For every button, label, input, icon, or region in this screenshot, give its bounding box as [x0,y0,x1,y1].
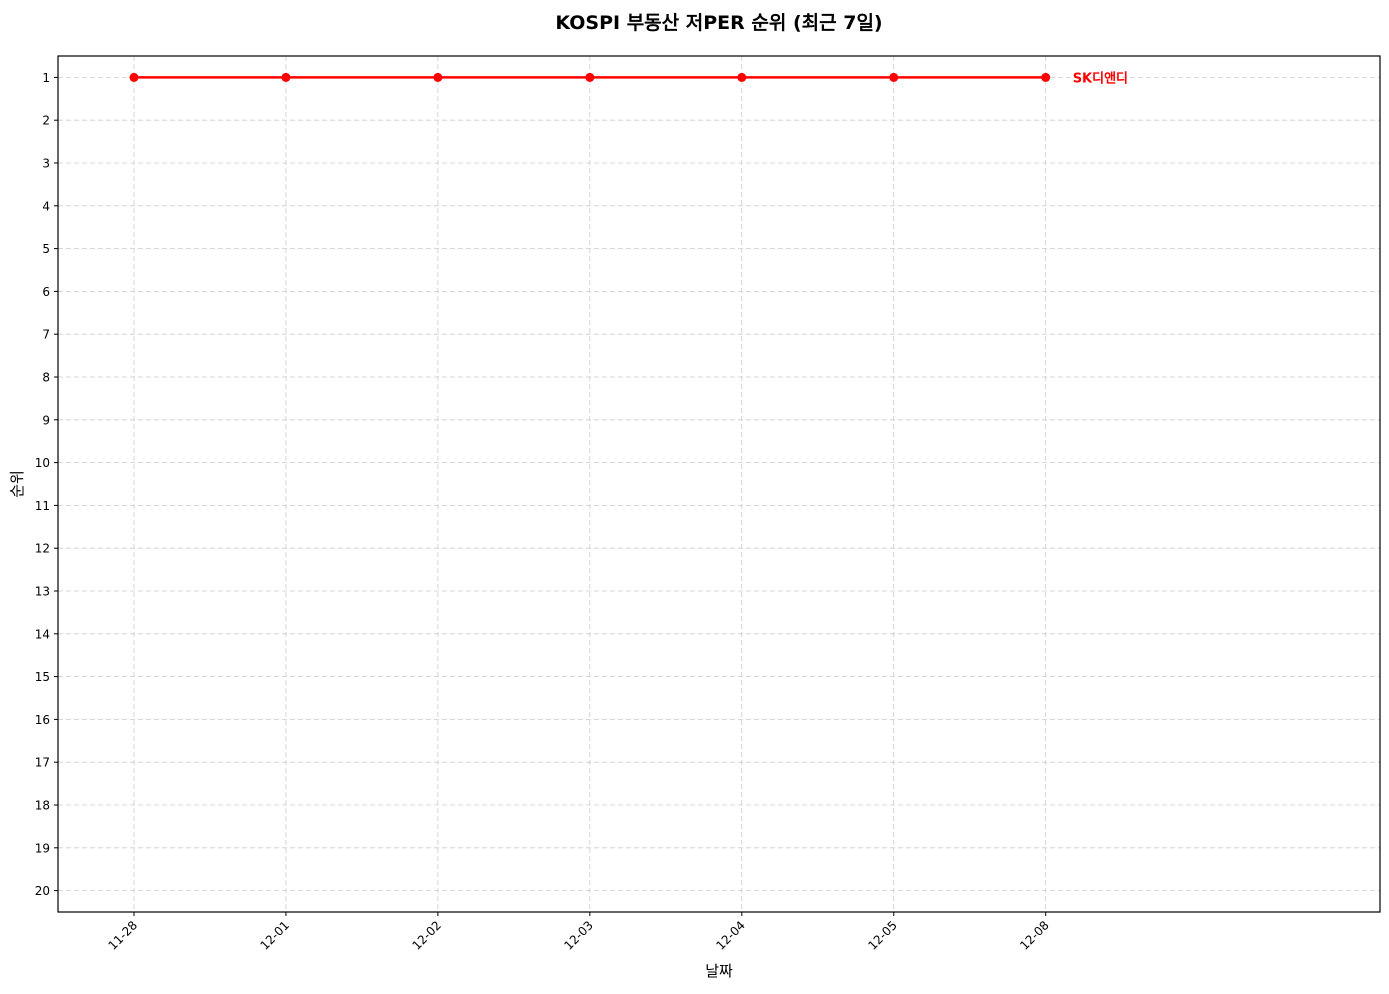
x-tick-label: 12-04 [713,918,748,953]
data-point [737,72,747,82]
y-tick-label: 5 [42,242,50,256]
plot-frame [57,55,1381,913]
grid [58,56,1380,912]
data-point [585,72,595,82]
x-tick-label: 12-03 [561,918,596,953]
data-point [129,72,139,82]
y-tick-label: 9 [42,413,50,427]
chart-title: KOSPI 부동산 저PER 순위 (최근 7일) [555,12,882,34]
data-point [889,72,899,82]
y-tick-label: 6 [42,285,50,299]
y-tick-label: 16 [35,713,50,727]
x-tick-label: 12-01 [257,918,292,953]
y-tick-label: 12 [35,542,50,556]
y-tick-label: 2 [42,114,50,128]
y-tick-label: 4 [42,199,50,213]
x-tick-label: 12-02 [409,918,444,953]
y-tick-label: 18 [35,799,50,813]
y-axis-label: 순위 [8,470,26,498]
y-tick-label: 3 [42,157,50,171]
x-tick-label: 11-28 [106,918,141,953]
series-end-label: SK디앤디 [1073,70,1128,86]
y-tick-label: 11 [35,499,50,513]
y-tick-label: 15 [35,670,50,684]
y-tick-label: 8 [42,371,50,385]
y-tick-label: 1 [42,71,50,85]
x-axis: 11-28 12-01 12-02 12-03 12-04 12-05 12-08 [106,912,1052,953]
y-tick-label: 7 [42,328,50,342]
x-tick-label: 12-05 [865,918,900,953]
data-point [281,72,291,82]
y-tick-label: 14 [35,627,50,641]
y-tick-label: 13 [35,585,50,599]
data-point [1041,72,1051,82]
y-tick-label: 19 [35,841,50,855]
series-group: SK디앤디 [129,70,1128,86]
y-tick-label: 10 [35,456,50,470]
data-point [433,72,443,82]
y-tick-label: 17 [35,756,50,770]
x-axis-label: 날짜 [705,962,733,980]
y-tick-label: 20 [35,884,50,898]
x-tick-label: 12-08 [1017,918,1052,953]
